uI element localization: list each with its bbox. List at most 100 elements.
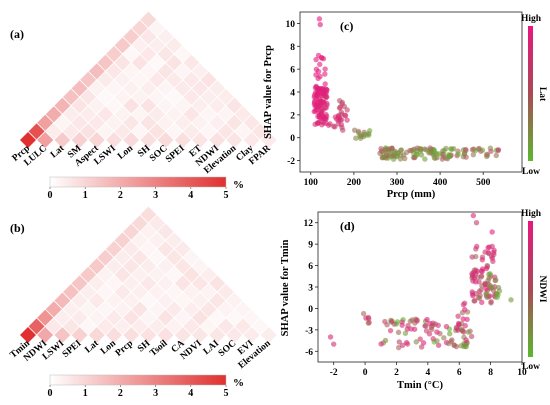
heatmap-cell (209, 80, 226, 97)
heatmap-cell (166, 106, 183, 123)
scatter-point (418, 146, 424, 152)
scatter-point (461, 150, 468, 157)
scatter-point (322, 71, 328, 77)
heatmap-cell (97, 89, 114, 105)
scatter-c-ylabel: SHAP value for Prcp (263, 45, 274, 139)
scatter-point (317, 91, 323, 97)
heatmap-cell (88, 258, 105, 275)
heatmap-cell (106, 309, 122, 326)
heatmap-cell (106, 292, 122, 309)
heatmap-cell (166, 89, 183, 105)
y-tick-label: 0 (308, 305, 313, 315)
scatter-point (478, 268, 485, 274)
legend-c-feature: Lat (537, 87, 547, 102)
heatmap-cell (149, 318, 165, 335)
heatmap-cell (114, 301, 131, 318)
scatter-point (409, 317, 415, 323)
scatter-point (318, 115, 325, 122)
x-tick-label: 100 (304, 178, 319, 188)
scatter-point (311, 108, 317, 115)
scatter-point (483, 265, 490, 272)
heatmap-cell (192, 258, 208, 275)
scatter-d-points (327, 212, 514, 351)
heatmap-cell (235, 301, 251, 318)
scatter-point (489, 229, 495, 235)
scatter-point (470, 151, 477, 158)
y-tick-label: 6 (290, 66, 295, 76)
y-tick-label: 12 (304, 219, 314, 229)
heatmap-cell (63, 318, 79, 335)
heatmap-cell (71, 80, 88, 97)
heatmap-cell (183, 301, 200, 318)
heatmap-cell (140, 63, 157, 80)
heatmap-cell (97, 54, 114, 71)
heatmap-cell (166, 37, 183, 54)
heatmap-cell (200, 284, 217, 300)
scatter-point (318, 55, 325, 61)
scatter-point (344, 107, 350, 113)
heatmap-cell (157, 46, 174, 62)
heatmap-cell (166, 266, 183, 283)
heatmap-cell (123, 223, 140, 240)
colorbar-tick-label: 5 (224, 190, 229, 201)
panel-d-letter: (d) (340, 219, 355, 233)
heatmap-cell (140, 46, 157, 62)
scatter-point (317, 21, 323, 28)
heatmap-cell (123, 241, 140, 257)
scatter-point (404, 341, 411, 347)
scatter-point (365, 315, 372, 322)
scatter-point (491, 251, 497, 258)
scatter-point (470, 212, 477, 219)
heatmap-cell (123, 46, 140, 62)
x-tick-label: 10 (517, 368, 527, 378)
heatmap-cell (106, 275, 122, 292)
heatmap-cell (157, 309, 174, 326)
heatmap-cell (131, 123, 148, 140)
scatter-point (432, 155, 438, 161)
heatmap-cell (80, 266, 97, 283)
scatter-point (422, 323, 428, 329)
x-tick-label: 8 (488, 368, 493, 378)
scatter-point (407, 147, 413, 154)
heatmap-cell (166, 71, 183, 88)
y-tick-label: 3 (308, 284, 313, 294)
scatter-c-axes: 100 200 300 400 500 -2 0 2 4 6 8 10 (286, 20, 491, 188)
heatmap-cell (37, 309, 54, 326)
colorbar-tick-label: 1 (83, 388, 88, 399)
heatmap-cell (71, 97, 88, 114)
y-tick-label: 8 (290, 43, 295, 53)
scatter-point (378, 341, 384, 347)
heatmap-cell (123, 258, 140, 275)
heatmap-cell (174, 80, 191, 97)
heatmap-cell (149, 89, 165, 105)
heatmap-cell (166, 284, 183, 300)
heatmap-cell (140, 309, 157, 326)
scatter-point (443, 323, 450, 330)
heatmap-cell (20, 132, 36, 148)
heatmap-cell (106, 63, 122, 80)
scatter-point (394, 153, 400, 159)
scatter-point (446, 154, 452, 160)
heatmap-cell (88, 309, 105, 326)
scatter-point (472, 279, 479, 285)
heatmap-cell (192, 132, 208, 148)
heatmap-cell (252, 123, 269, 140)
scatter-point (430, 336, 436, 342)
scatter-point (479, 299, 485, 306)
heatmap-cell (114, 249, 131, 266)
heatmap-cell (243, 114, 260, 131)
heatmap-cell (235, 123, 251, 140)
heatmap-cell (235, 318, 251, 335)
heatmap-cell (149, 20, 165, 37)
heatmap-cell (131, 301, 148, 318)
heatmap-cell (183, 54, 200, 71)
heatmap-cell (174, 327, 191, 343)
heatmap-cell (217, 284, 234, 300)
colorbar-b-unit: % (233, 377, 244, 389)
legend-c-low: Low (522, 167, 540, 177)
heatmap-cell (45, 106, 62, 123)
heatmap-cell (157, 80, 174, 97)
heatmap-cell (166, 232, 183, 249)
heatmap-cell (114, 123, 131, 140)
